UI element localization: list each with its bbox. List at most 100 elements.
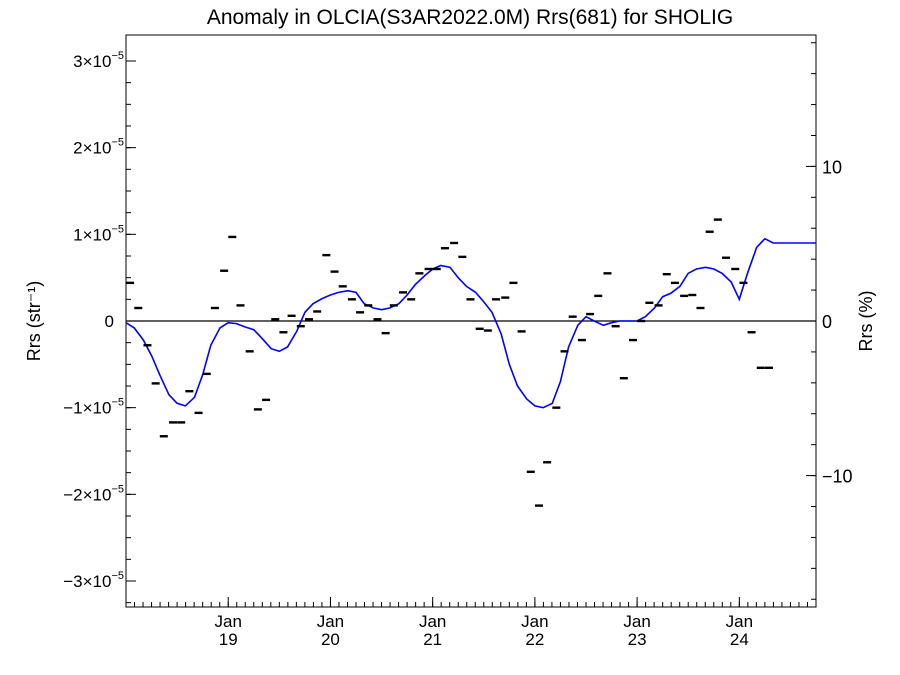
y-tick-left-exponent: −5 xyxy=(111,50,124,62)
y-tick-left-exponent: −5 xyxy=(111,137,124,149)
data-point xyxy=(713,218,722,221)
data-point xyxy=(210,306,219,310)
data-point xyxy=(271,318,280,321)
data-point xyxy=(347,298,356,301)
data-point xyxy=(185,390,194,393)
data-point xyxy=(151,382,160,385)
data-point xyxy=(313,310,322,313)
data-point xyxy=(458,255,467,259)
x-tick-month: Jan xyxy=(623,612,650,631)
x-tick-year: 21 xyxy=(423,630,442,649)
data-point xyxy=(415,272,424,275)
x-tick-month: Jan xyxy=(317,612,344,631)
data-point xyxy=(483,329,492,332)
y-ticks-right: 10 0 −10 xyxy=(806,157,853,487)
y-axis-label-left: Rrs (str⁻¹) xyxy=(24,281,44,361)
data-point xyxy=(159,435,168,438)
data-point xyxy=(619,377,628,380)
y-tick-left-exponent: −5 xyxy=(111,483,124,495)
data-point xyxy=(338,285,347,288)
x-tick-year: 19 xyxy=(219,630,238,649)
data-point xyxy=(364,304,373,307)
data-point xyxy=(492,298,501,301)
data-point xyxy=(399,291,408,294)
data-point xyxy=(688,293,697,297)
y-tick-left-label: 3×10−5 xyxy=(73,50,124,71)
data-point xyxy=(228,235,237,239)
data-point xyxy=(202,372,211,376)
y-tick-left-label: −1×10−5 xyxy=(63,397,124,418)
data-point xyxy=(586,312,595,316)
data-point xyxy=(236,304,245,307)
data-point xyxy=(407,298,416,301)
data-point xyxy=(322,253,331,257)
y-tick-left-label: 2×10−5 xyxy=(73,137,124,158)
data-point xyxy=(611,325,620,328)
data-point xyxy=(440,247,449,250)
y-tick-left-label: −3×10−5 xyxy=(63,570,124,591)
data-point xyxy=(424,267,433,271)
data-point xyxy=(680,294,689,298)
data-point xyxy=(517,330,526,333)
data-point xyxy=(475,327,484,330)
data-point xyxy=(696,306,705,310)
y-tick-right-label: 0 xyxy=(822,312,832,332)
x-tick-year: 24 xyxy=(730,630,749,649)
x-tick-year: 22 xyxy=(525,630,544,649)
data-point xyxy=(501,296,510,299)
y-tick-left-exponent: −5 xyxy=(111,570,124,582)
x-tick-month: Jan xyxy=(521,612,548,631)
data-point xyxy=(705,230,714,233)
data-point xyxy=(509,281,518,285)
x-tick-month: Jan xyxy=(419,612,446,631)
data-point xyxy=(534,504,543,507)
data-point xyxy=(577,338,586,342)
data-point xyxy=(373,318,382,321)
data-point xyxy=(560,350,569,353)
data-point xyxy=(126,281,135,285)
x-tick-month: Jan xyxy=(726,612,753,631)
data-point xyxy=(296,325,305,328)
data-point xyxy=(450,241,459,245)
data-point xyxy=(629,338,638,342)
smooth-line xyxy=(125,237,816,409)
data-point xyxy=(747,331,756,334)
data-point xyxy=(637,319,646,323)
data-point xyxy=(739,281,748,285)
y-tick-right-label: −10 xyxy=(822,467,853,487)
data-point xyxy=(389,304,398,307)
y-axis-label-right: Rrs (%) xyxy=(856,291,876,352)
data-points xyxy=(126,218,773,507)
data-point xyxy=(722,256,731,259)
data-point xyxy=(654,304,663,307)
data-point xyxy=(304,318,313,321)
data-point xyxy=(662,273,671,276)
data-point xyxy=(568,315,577,318)
y-tick-left-label: −2×10−5 xyxy=(63,483,124,504)
minor-ticks xyxy=(126,42,817,607)
data-point xyxy=(356,311,365,314)
data-point xyxy=(670,281,679,285)
y-tick-left-exponent: −5 xyxy=(111,223,124,235)
data-point xyxy=(169,421,178,424)
y-tick-right-label: 10 xyxy=(822,157,842,177)
data-point xyxy=(432,267,441,271)
data-point xyxy=(134,306,143,310)
data-point xyxy=(645,301,654,304)
data-point xyxy=(526,470,535,473)
data-point xyxy=(279,331,288,334)
y-tick-left-label: 1×10−5 xyxy=(73,223,124,244)
data-point xyxy=(330,270,339,273)
y-tick-left-exponent: −5 xyxy=(111,397,124,409)
data-point xyxy=(594,294,603,298)
data-point xyxy=(143,344,152,347)
data-point xyxy=(220,269,229,272)
data-point xyxy=(603,272,612,275)
data-point xyxy=(731,267,740,271)
y-tick-left-label: 0 xyxy=(105,312,114,331)
chart-title: Anomaly in OLCIA(S3AR2022.0M) Rrs(681) f… xyxy=(207,6,733,29)
data-point xyxy=(245,350,254,353)
y-ticks-left: 3×10−5 2×10−5 1×10−5 0 −1×10−5 −2×10−5 −3×10−5 xyxy=(63,50,136,591)
data-point xyxy=(543,461,552,464)
